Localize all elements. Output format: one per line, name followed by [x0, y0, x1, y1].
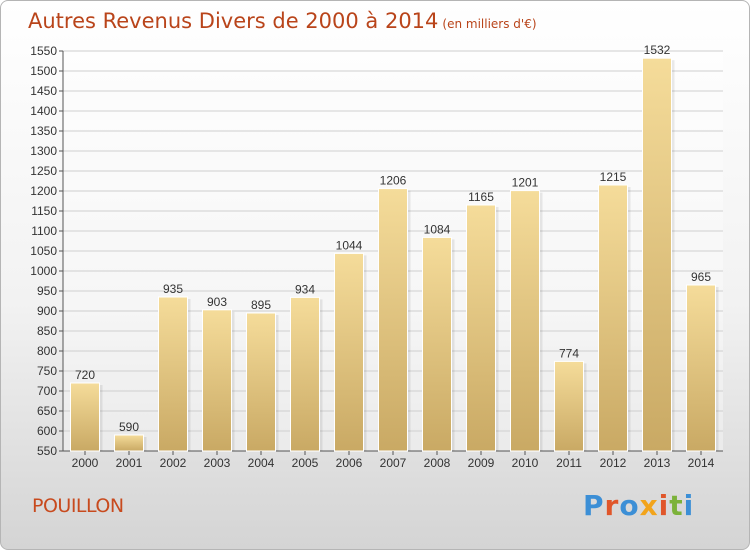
logo-letter: o — [619, 489, 640, 522]
proxiti-logo: Proxiti — [583, 489, 694, 522]
y-tick-label: 1000 — [30, 264, 57, 278]
y-tick-label: 800 — [37, 344, 57, 358]
y-tick-label: 1300 — [30, 144, 57, 158]
y-tick-label: 750 — [37, 364, 57, 378]
bar — [334, 252, 364, 452]
bar — [70, 382, 100, 452]
logo-letter: i — [658, 489, 670, 522]
bar — [466, 204, 496, 452]
x-tick-label: 2008 — [424, 456, 451, 470]
bar — [378, 188, 408, 452]
logo-letter: t — [669, 489, 684, 522]
commune-name: POUILLON — [32, 495, 124, 517]
x-tick-label: 2011 — [556, 456, 582, 470]
data-label: 903 — [207, 295, 227, 309]
data-label: 1206 — [380, 174, 407, 188]
chart-title: Autres Revenus Divers de 2000 à 2014 (en … — [28, 9, 537, 33]
x-tick-label: 2012 — [600, 456, 627, 470]
x-tick-label: 2001 — [116, 456, 143, 470]
y-tick-label: 1050 — [30, 244, 57, 258]
y-tick-label: 1500 — [30, 64, 57, 78]
data-label: 1044 — [336, 238, 363, 252]
chart-unit: (en milliers d'€) — [442, 17, 537, 31]
data-label: 935 — [163, 282, 183, 296]
y-tick-label: 950 — [37, 284, 57, 298]
bar — [114, 434, 144, 452]
data-label: 590 — [119, 420, 139, 434]
bar — [598, 184, 628, 452]
data-label: 895 — [251, 298, 271, 312]
bar — [642, 57, 672, 452]
logo-letter: i — [683, 489, 695, 522]
y-tick-label: 1150 — [31, 204, 57, 218]
bar — [202, 309, 232, 452]
y-tick-label: 1450 — [30, 84, 57, 98]
bar — [246, 312, 276, 452]
x-tick-label: 2013 — [644, 456, 671, 470]
y-tick-label: 900 — [37, 304, 57, 318]
bar — [686, 284, 716, 452]
bar — [158, 296, 188, 452]
logo-letter: r — [604, 489, 620, 522]
y-tick-label: 1100 — [31, 224, 57, 238]
bar — [290, 296, 320, 452]
data-label: 1165 — [468, 190, 494, 204]
y-tick-label: 1250 — [30, 164, 57, 178]
data-label: 1201 — [512, 176, 539, 190]
x-tick-label: 2004 — [248, 456, 275, 470]
y-tick-label: 1550 — [30, 44, 57, 58]
x-tick-label: 2009 — [468, 456, 495, 470]
y-tick-label: 1200 — [30, 184, 57, 198]
y-tick-label: 1350 — [30, 124, 57, 138]
y-tick-label: 1400 — [30, 104, 57, 118]
data-label: 1532 — [644, 43, 671, 57]
bar — [554, 360, 584, 452]
chart-title-text: Autres Revenus Divers de 2000 à 2014 — [28, 9, 439, 33]
x-tick-label: 2007 — [380, 456, 407, 470]
bar — [422, 236, 452, 452]
x-tick-label: 2014 — [688, 456, 715, 470]
logo-letter: x — [639, 489, 659, 522]
data-label: 774 — [559, 346, 579, 360]
y-tick-label: 550 — [37, 444, 57, 458]
x-tick-label: 2010 — [512, 456, 539, 470]
logo-letter: P — [583, 489, 605, 522]
data-label: 1084 — [424, 222, 451, 236]
y-tick-label: 700 — [37, 384, 57, 398]
x-tick-label: 2006 — [336, 456, 363, 470]
x-tick-label: 2002 — [160, 456, 187, 470]
data-label: 934 — [295, 282, 315, 296]
data-label: 720 — [75, 368, 95, 382]
data-label: 965 — [691, 270, 711, 284]
x-tick-label: 2003 — [204, 456, 231, 470]
y-tick-label: 850 — [37, 324, 57, 338]
y-tick-label: 600 — [37, 424, 57, 438]
bar — [510, 190, 540, 452]
y-tick-label: 650 — [37, 404, 57, 418]
x-tick-label: 2005 — [292, 456, 319, 470]
data-label: 1215 — [600, 170, 627, 184]
x-tick-label: 2000 — [72, 456, 99, 470]
